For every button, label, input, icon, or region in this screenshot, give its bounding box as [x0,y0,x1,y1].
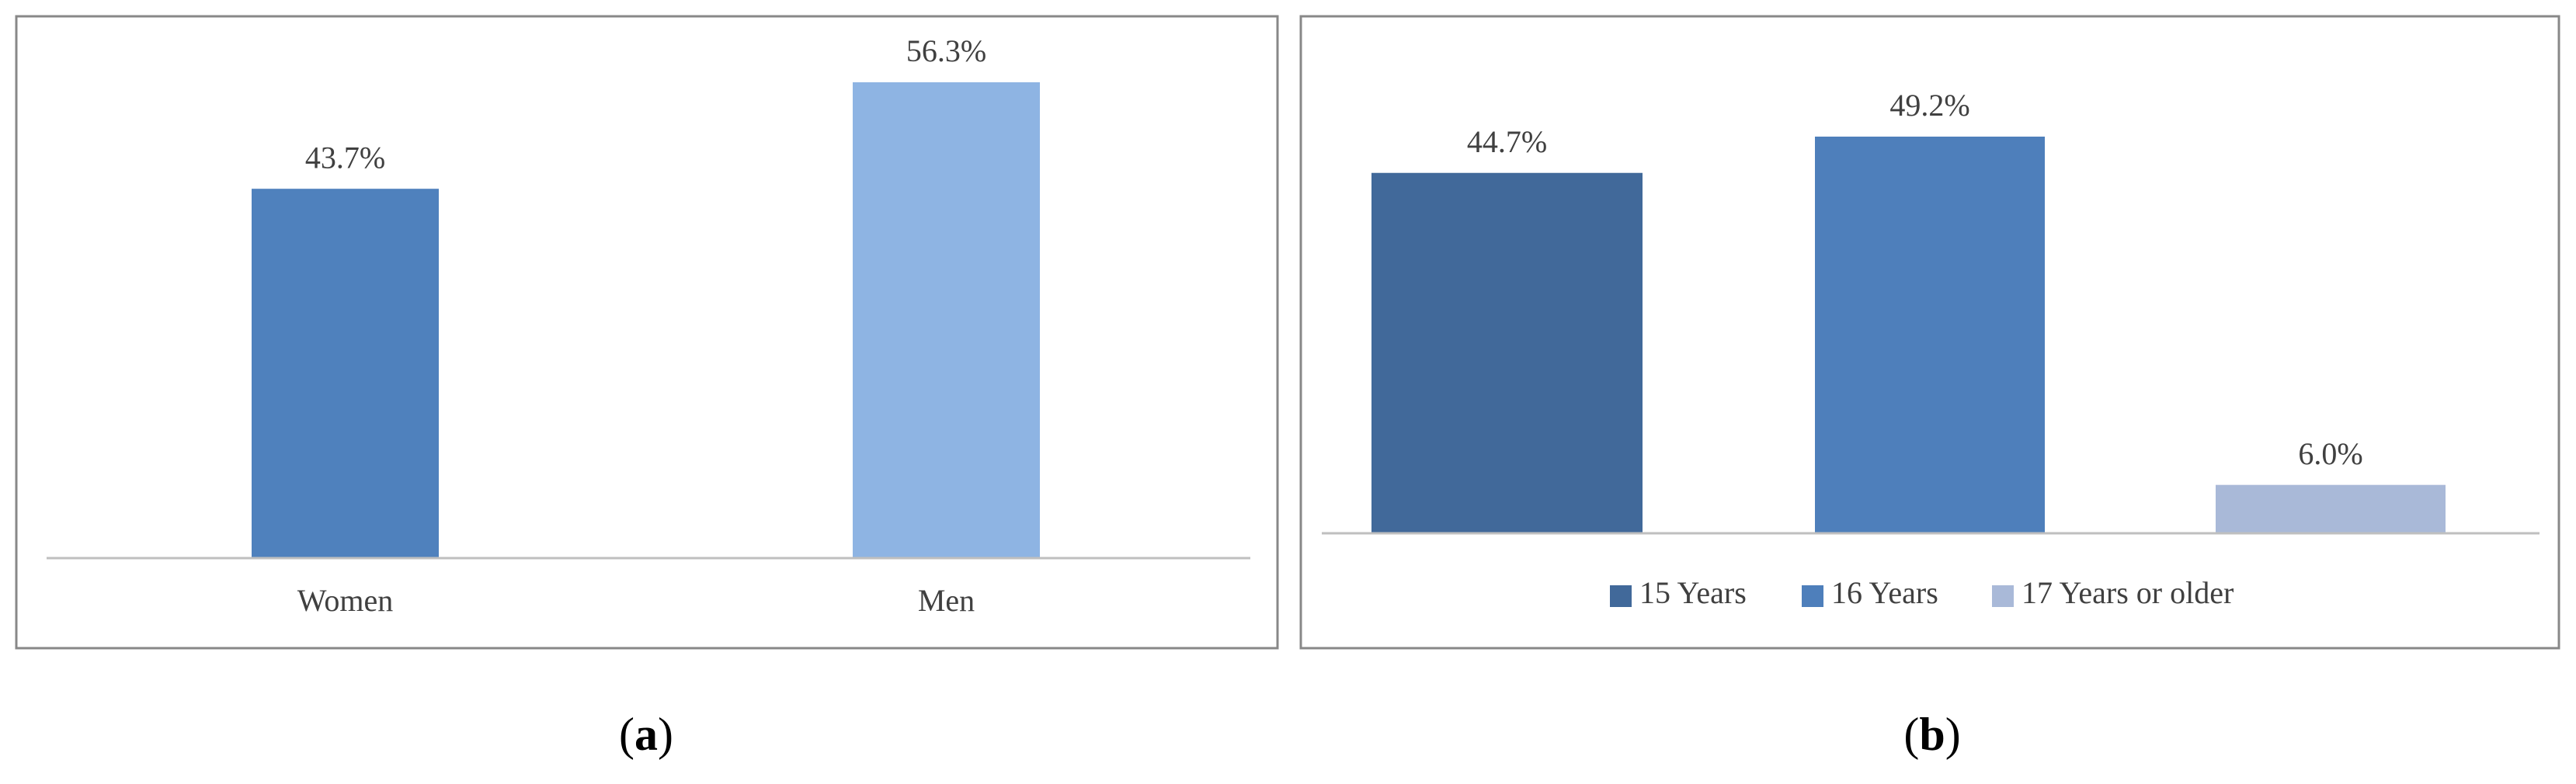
panel-label-part: ( [1903,709,1919,760]
panel-label-part: ) [658,709,673,760]
value-label: 43.7% [305,140,385,175]
panel-label-part: b [1919,709,1945,760]
value-label: 44.7% [1467,124,1547,159]
panel-label-part: ) [1945,709,1961,760]
panel-label-part: a [634,709,658,760]
bar [1815,137,2045,533]
panel-label-part: ( [619,709,634,760]
panel-label: (b) [1903,709,1960,760]
panel-frame [15,15,1279,650]
bar [2216,484,2446,533]
bar [252,189,439,558]
legend-swatch [1802,585,1823,607]
x-tick-label: Women [297,583,393,618]
panel-label: (a) [619,709,673,760]
value-label: 6.0% [2298,436,2362,471]
legend-swatch [1610,585,1632,607]
legend-swatch [1992,585,2014,607]
bar [853,82,1040,558]
legend-label: 17 Years or older [2022,575,2234,610]
legend-label: 15 Years [1639,575,1747,610]
bar [1371,172,1643,534]
x-tick-label: Men [918,583,975,618]
value-label: 56.3% [906,33,986,68]
value-label: 49.2% [1889,88,1969,123]
legend-label: 16 Years [1831,575,1938,610]
